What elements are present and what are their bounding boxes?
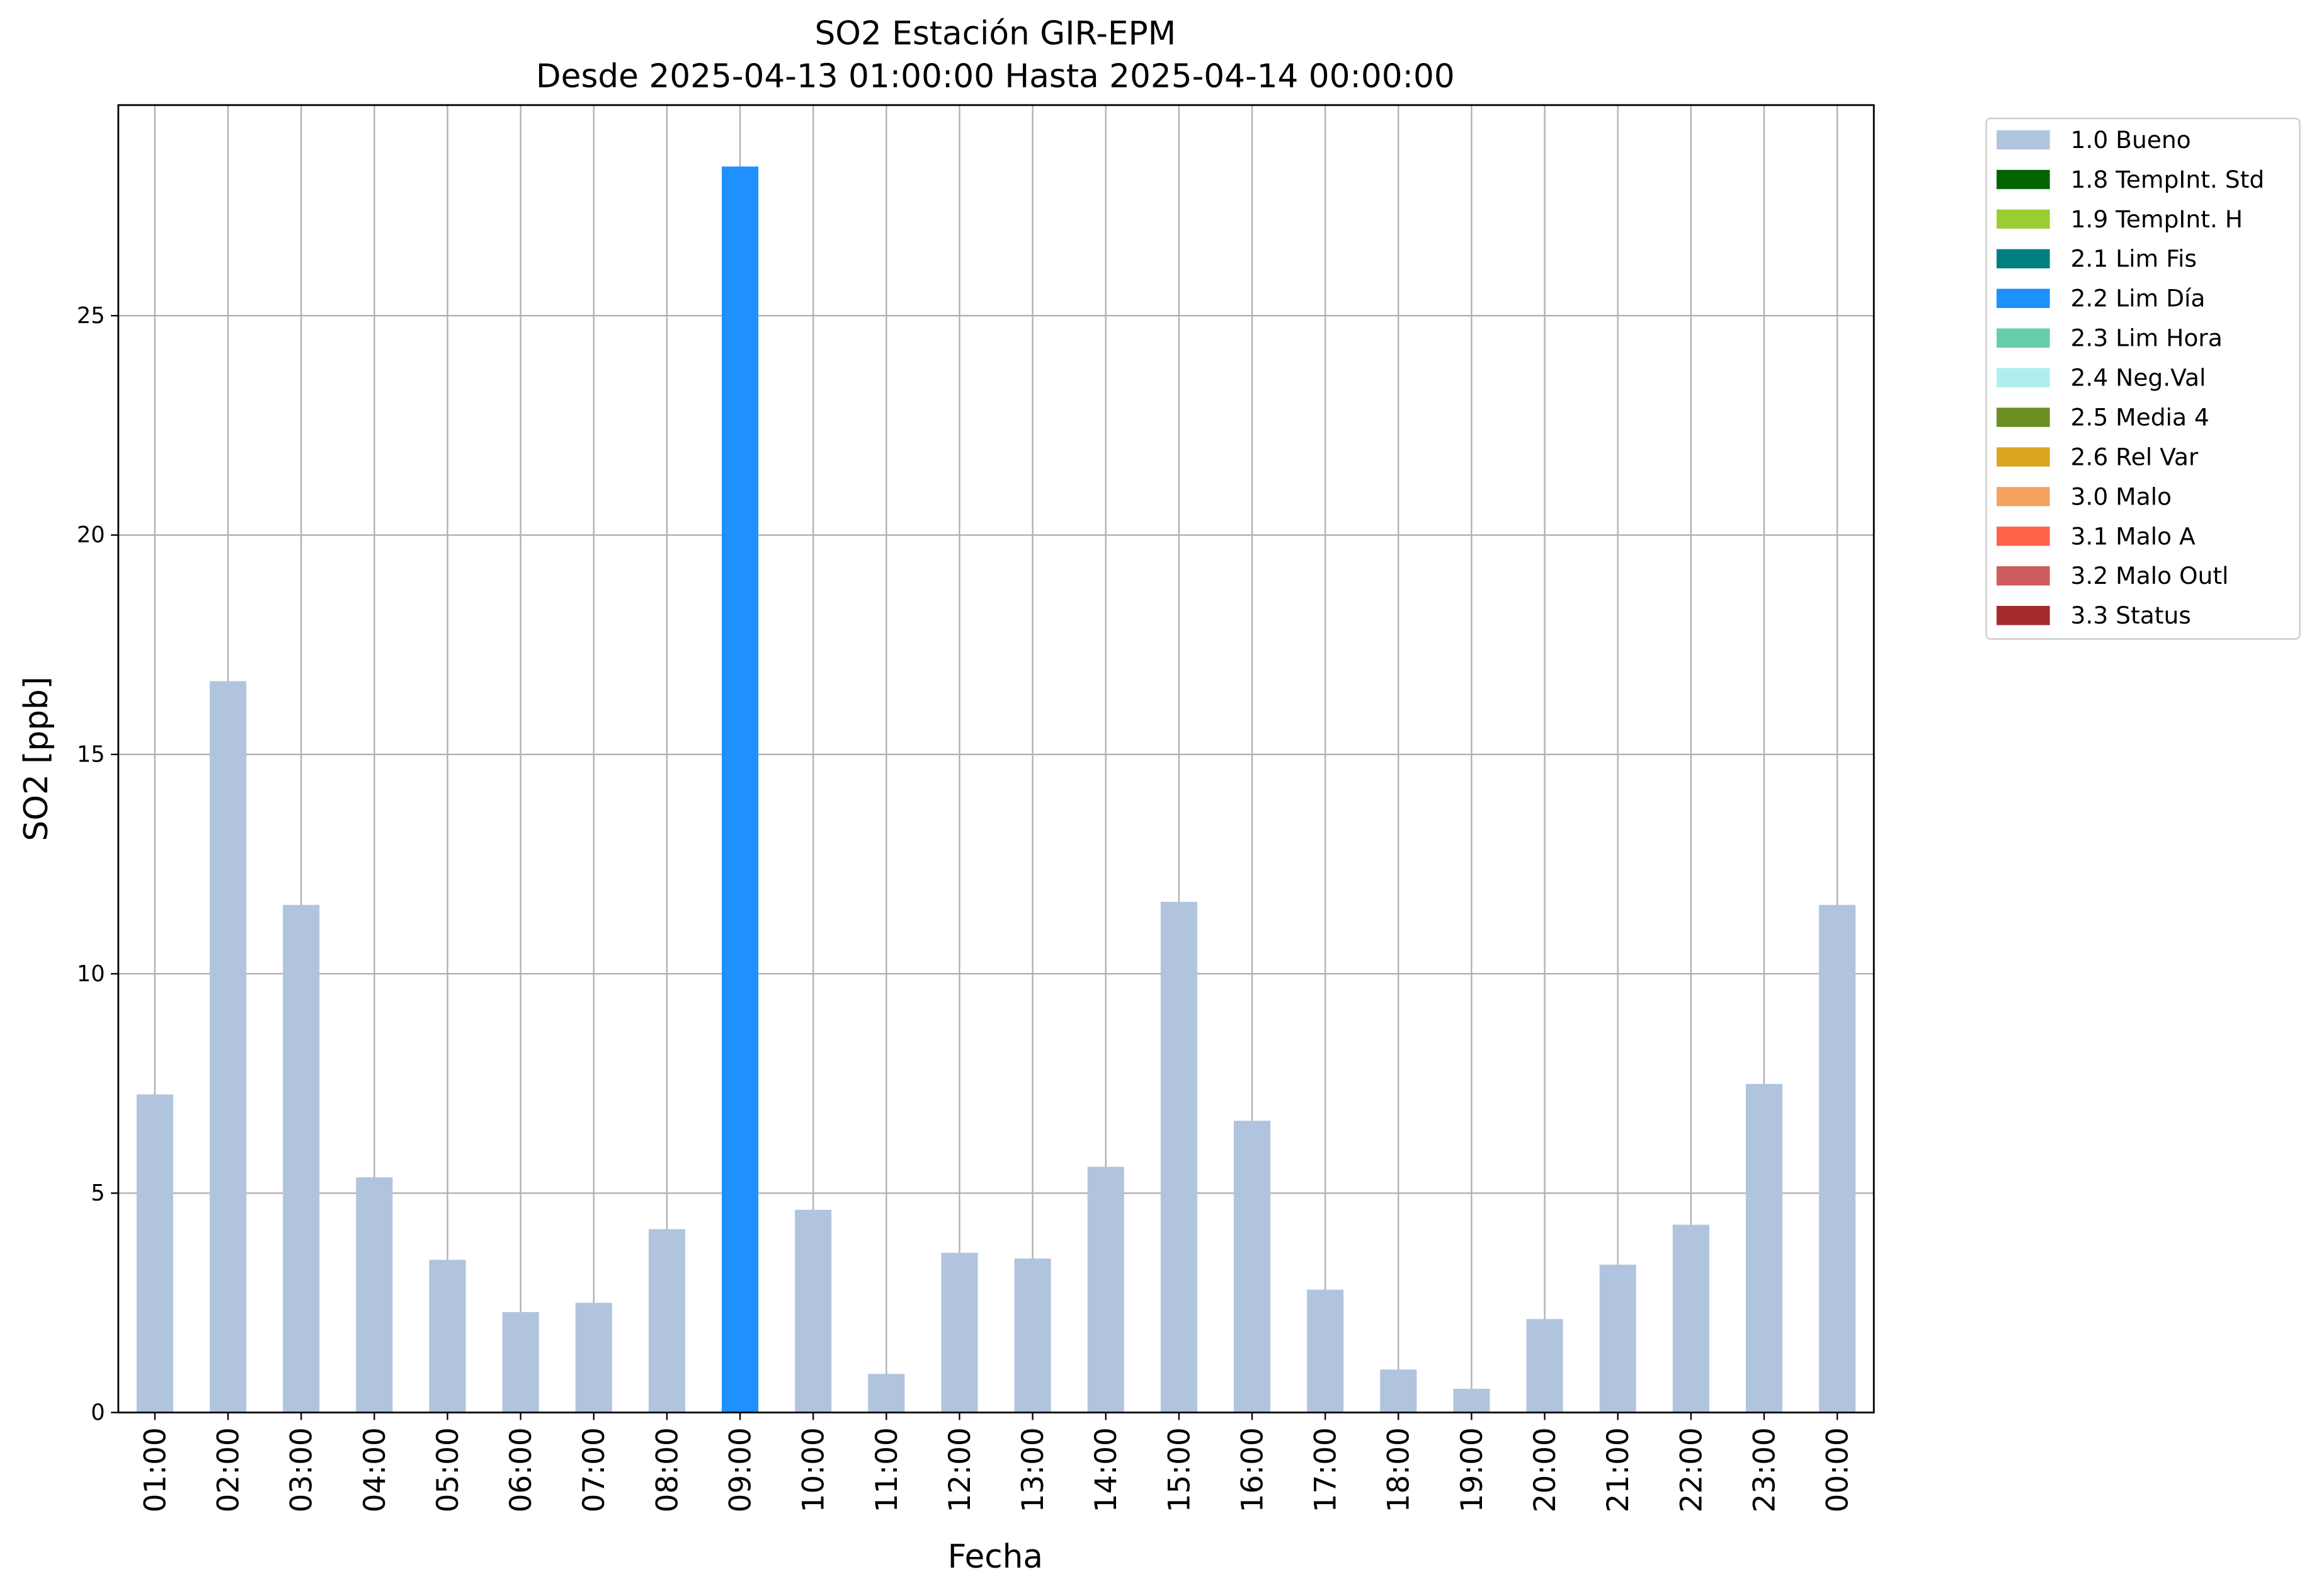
y-tick-label: 0 <box>91 1399 105 1425</box>
y-tick-label: 15 <box>77 742 105 768</box>
bar <box>1526 1319 1563 1413</box>
legend-label: 3.1 Malo A <box>2071 522 2196 550</box>
legend-label: 2.2 Lim Día <box>2071 285 2206 312</box>
y-tick-label: 25 <box>77 303 105 329</box>
legend-swatch <box>1997 368 2050 387</box>
bar <box>429 1260 466 1413</box>
x-tick-label: 04:00 <box>358 1427 392 1512</box>
legend-swatch <box>1997 408 2050 427</box>
x-tick-label: 12:00 <box>943 1427 977 1512</box>
x-tick-label: 02:00 <box>212 1427 246 1512</box>
legend-label: 1.0 Bueno <box>2071 126 2191 154</box>
axes: 0 5 10 15 20 25 01:00 02:00 03:00 04:00 05:00 06:00… <box>77 303 1855 1513</box>
bar <box>1819 904 1856 1413</box>
x-tick-label: 14:00 <box>1089 1427 1124 1512</box>
x-tick-label: 10:00 <box>797 1427 831 1512</box>
bar <box>1745 1083 1783 1413</box>
legend-box <box>1985 117 2301 640</box>
x-axis-label: Fecha <box>948 1538 1043 1576</box>
chart-title: SO2 Estación GIR-EPM <box>814 15 1176 53</box>
bar <box>648 1229 685 1413</box>
x-tick-label: 20:00 <box>1528 1427 1563 1512</box>
legend-swatch <box>1997 487 2050 506</box>
x-tick-label: 06:00 <box>504 1427 538 1512</box>
legend-label: 3.3 Status <box>2071 601 2191 629</box>
legend-label: 2.1 Lim Fis <box>2071 245 2197 273</box>
x-tick-label: 23:00 <box>1747 1427 1782 1512</box>
legend-swatch <box>1997 209 2050 229</box>
legend-swatch <box>1997 566 2050 586</box>
x-tick-label: 13:00 <box>1016 1427 1051 1512</box>
legend-swatch <box>1997 328 2050 348</box>
legend-label: 1.9 TempInt. H <box>2071 205 2243 233</box>
legend-swatch <box>1997 527 2050 546</box>
bar <box>283 904 320 1413</box>
legend-label: 1.8 TempInt. Std <box>2071 166 2265 193</box>
plot-frame <box>117 104 1875 1414</box>
x-tick-label: 22:00 <box>1674 1427 1709 1512</box>
legend-label: 2.3 Lim Hora <box>2071 324 2223 352</box>
bar <box>1307 1289 1344 1413</box>
legend-swatch <box>1997 605 2050 625</box>
bar <box>1087 1166 1124 1413</box>
bar <box>1599 1264 1636 1413</box>
legend-label: 2.6 Rel Var <box>2071 443 2199 470</box>
x-tick-label: 07:00 <box>577 1427 612 1512</box>
bar <box>795 1209 832 1413</box>
bar <box>136 1094 173 1413</box>
x-tick-label: 01:00 <box>138 1427 173 1512</box>
x-tick-label: 21:00 <box>1601 1427 1636 1512</box>
legend-swatch <box>1997 447 2050 467</box>
x-tick-label: 00:00 <box>1821 1427 1855 1512</box>
bar <box>356 1177 393 1413</box>
legend-label: 3.2 Malo Outl <box>2071 562 2229 590</box>
legend-label: 3.0 Malo <box>2071 482 2172 510</box>
legend: 1.0 Bueno 1.8 TempInt. Std 1.9 TempInt. H 2… <box>1997 126 2264 629</box>
legend-label: 2.4 Neg.Val <box>2071 364 2206 392</box>
bar <box>575 1302 612 1413</box>
legend-label: 2.5 Media 4 <box>2071 403 2209 431</box>
x-tick-label: 19:00 <box>1455 1427 1490 1512</box>
x-tick-label: 11:00 <box>870 1427 904 1512</box>
bars <box>136 166 1856 1413</box>
x-tick-label: 05:00 <box>431 1427 465 1512</box>
x-tick-label: 15:00 <box>1162 1427 1197 1512</box>
y-tick-label: 20 <box>77 522 105 548</box>
bar <box>1380 1369 1417 1413</box>
legend-swatch <box>1997 249 2050 269</box>
bar <box>1453 1389 1490 1413</box>
x-tick-label: 03:00 <box>285 1427 319 1512</box>
x-tick-label: 08:00 <box>650 1427 685 1512</box>
x-tick-label: 18:00 <box>1382 1427 1416 1512</box>
bar <box>941 1253 978 1413</box>
bar <box>1233 1120 1271 1413</box>
y-tick-label: 5 <box>91 1180 105 1206</box>
legend-swatch <box>1997 130 2050 150</box>
bar <box>502 1312 539 1413</box>
legend-swatch <box>1997 288 2050 309</box>
bar <box>1160 901 1197 1413</box>
x-tick-label: 17:00 <box>1309 1427 1343 1512</box>
bar <box>1014 1258 1051 1413</box>
bar <box>1672 1224 1709 1413</box>
x-tick-label: 16:00 <box>1235 1427 1270 1512</box>
bar <box>210 681 247 1413</box>
x-tick-label: 09:00 <box>723 1427 758 1512</box>
legend-swatch <box>1997 169 2050 190</box>
chart-subtitle: Desde 2025-04-13 01:00:00 Hasta 2025-04-… <box>536 58 1455 96</box>
y-tick-label: 10 <box>77 961 105 987</box>
y-axis-label: SO2 [ppb] <box>18 676 55 841</box>
bar <box>868 1374 905 1413</box>
bar <box>722 166 759 1413</box>
